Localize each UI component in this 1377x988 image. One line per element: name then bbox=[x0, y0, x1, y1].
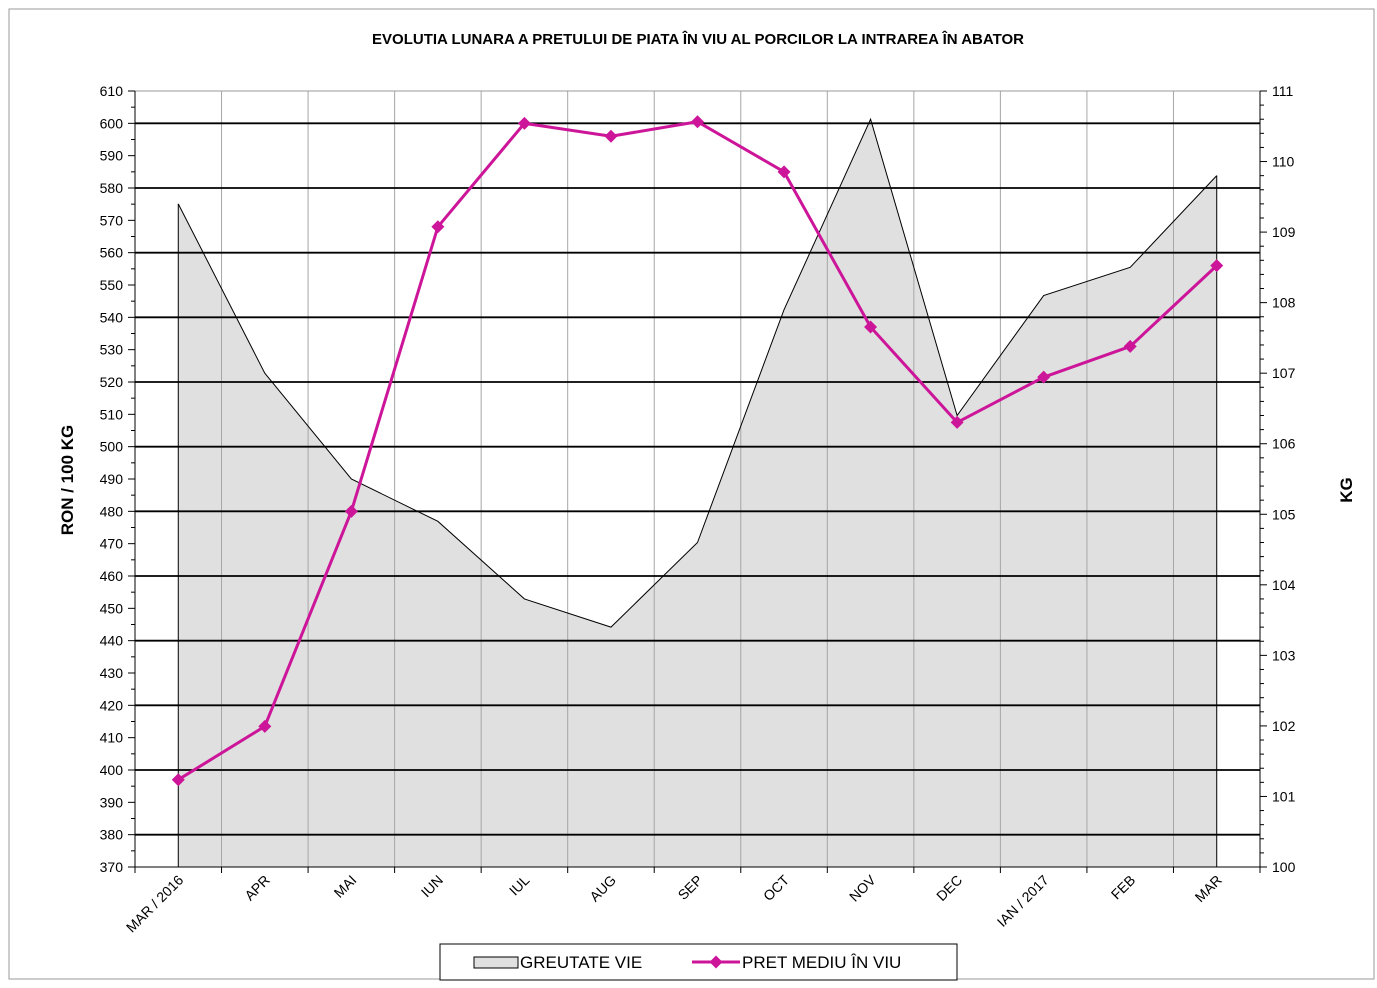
right-tick-label: 102 bbox=[1272, 718, 1296, 734]
right-tick-label: 111 bbox=[1272, 83, 1293, 99]
legend-label-area: GREUTATE VIE bbox=[520, 953, 642, 972]
right-tick-label: 103 bbox=[1272, 647, 1296, 663]
left-tick-label: 510 bbox=[100, 406, 124, 422]
left-tick-label: 470 bbox=[100, 536, 124, 552]
left-tick-label: 380 bbox=[100, 827, 124, 843]
left-tick-label: 600 bbox=[100, 115, 124, 131]
left-tick-label: 410 bbox=[100, 730, 124, 746]
area-greutate-vie bbox=[178, 119, 1217, 867]
right-tick-label: 100 bbox=[1272, 859, 1296, 875]
line-marker bbox=[604, 129, 618, 143]
right-tick-label: 101 bbox=[1272, 788, 1296, 804]
left-tick-label: 400 bbox=[100, 762, 124, 778]
legend: GREUTATE VIE PRET MEDIU ÎN VIU bbox=[439, 943, 958, 981]
left-tick-label: 480 bbox=[100, 503, 124, 519]
line-marker bbox=[517, 116, 531, 130]
left-tick-label: 490 bbox=[100, 471, 124, 487]
left-tick-label: 370 bbox=[100, 859, 124, 875]
line-marker bbox=[777, 165, 791, 179]
right-tick-label: 104 bbox=[1272, 577, 1296, 593]
line-marker bbox=[344, 504, 358, 518]
left-tick-label: 420 bbox=[100, 697, 124, 713]
line-marker bbox=[1037, 370, 1051, 384]
area-outline bbox=[177, 117, 1218, 628]
line-marker bbox=[950, 415, 964, 429]
left-tick-label: 540 bbox=[100, 309, 124, 325]
left-tick-label: 390 bbox=[100, 794, 124, 810]
line-marker bbox=[691, 115, 704, 129]
left-tick-label: 610 bbox=[100, 83, 124, 99]
right-tick-label: 108 bbox=[1272, 295, 1296, 311]
right-tick-label: 109 bbox=[1272, 224, 1296, 240]
line-marker bbox=[258, 719, 272, 733]
left-tick-label: 460 bbox=[100, 568, 124, 584]
left-tick-label: 590 bbox=[100, 148, 124, 164]
left-axis-title: RON / 100 KG bbox=[58, 425, 77, 536]
left-tick-label: 440 bbox=[100, 633, 124, 649]
left-tick-label: 580 bbox=[100, 180, 124, 196]
left-tick-label: 450 bbox=[100, 600, 124, 616]
left-tick-label: 570 bbox=[100, 212, 124, 228]
line-marker bbox=[864, 320, 878, 334]
legend-marker-line bbox=[709, 955, 723, 969]
chart-title: EVOLUTIA LUNARA A PRETULUI DE PIATA ÎN V… bbox=[372, 30, 1024, 48]
legend-label-line: PRET MEDIU ÎN VIU bbox=[742, 953, 901, 972]
left-tick-label: 500 bbox=[100, 439, 124, 455]
line-marker bbox=[1210, 259, 1224, 273]
line-marker bbox=[1123, 339, 1137, 353]
right-tick-label: 110 bbox=[1272, 154, 1295, 170]
right-tick-label: 107 bbox=[1272, 365, 1296, 381]
left-tick-label: 550 bbox=[100, 277, 124, 293]
line-marker bbox=[171, 773, 185, 787]
right-axis-title: KG bbox=[1337, 477, 1356, 503]
left-tick-label: 530 bbox=[100, 342, 124, 358]
legend-swatch-area bbox=[473, 956, 519, 969]
right-tick-label: 105 bbox=[1272, 506, 1296, 522]
right-tick-label: 106 bbox=[1272, 436, 1296, 452]
line-marker bbox=[431, 220, 445, 234]
left-tick-label: 520 bbox=[100, 374, 124, 390]
left-tick-label: 560 bbox=[100, 245, 124, 261]
left-tick-label: 430 bbox=[100, 665, 124, 681]
